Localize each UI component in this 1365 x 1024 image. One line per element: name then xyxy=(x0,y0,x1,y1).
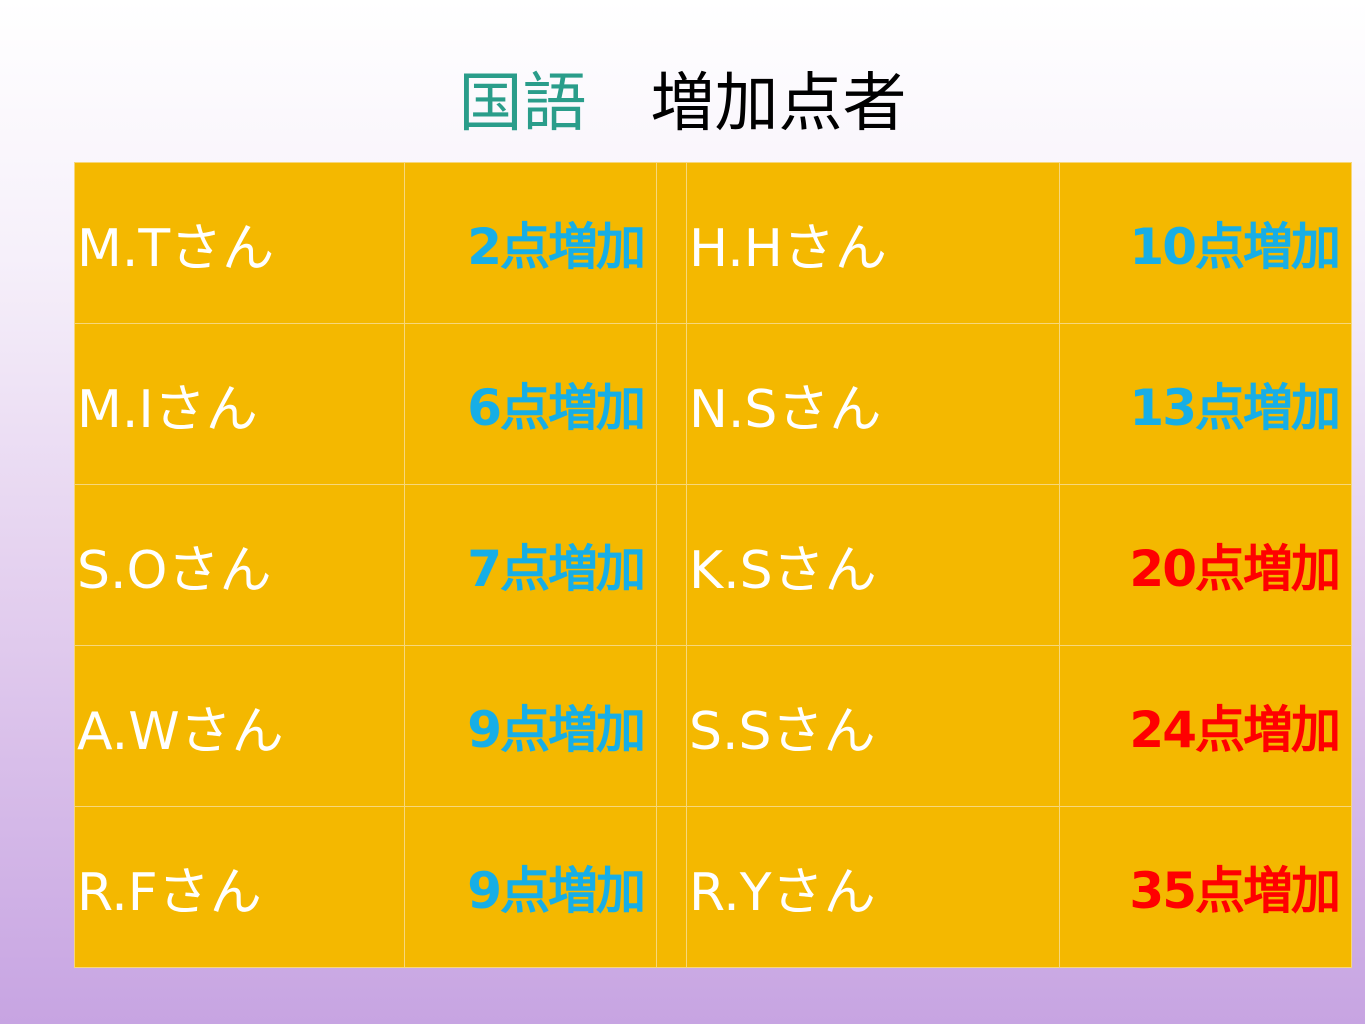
increase-cell: 9点増加 xyxy=(404,645,657,807)
name-cell: S.Oさん xyxy=(74,484,405,646)
increase-cell: 10点増加 xyxy=(1059,162,1352,324)
name-cell: N.Sさん xyxy=(686,323,1060,485)
name-cell: A.Wさん xyxy=(74,645,405,807)
spacer-cell xyxy=(656,645,687,807)
name-cell: M.Iさん xyxy=(74,323,405,485)
increase-cell: 6点増加 xyxy=(404,323,657,485)
increase-cell: 35点増加 xyxy=(1059,806,1352,968)
title-text: 増加点者 xyxy=(650,67,907,141)
spacer-cell xyxy=(656,323,687,485)
subject: 国語 xyxy=(458,67,587,141)
table-row: R.Fさん 9点増加 R.Yさん 35点増加 xyxy=(74,806,1352,968)
table-row: M.Tさん 2点増加 H.Hさん 10点増加 xyxy=(74,162,1352,324)
spacer-cell xyxy=(656,484,687,646)
name-cell: K.Sさん xyxy=(686,484,1060,646)
name-cell: M.Tさん xyxy=(74,162,405,324)
score-table: M.Tさん 2点増加 H.Hさん 10点増加 M.Iさん 6点増加 N.Sさん 13点増加 S.… xyxy=(74,162,1352,968)
name-cell: H.Hさん xyxy=(686,162,1060,324)
spacer-cell xyxy=(656,806,687,968)
table-row: A.Wさん 9点増加 S.Sさん 24点増加 xyxy=(74,645,1352,807)
increase-cell: 9点増加 xyxy=(404,806,657,968)
name-cell: R.Yさん xyxy=(686,806,1060,968)
table-row: S.Oさん 7点増加 K.Sさん 20点増加 xyxy=(74,484,1352,646)
spacer-cell xyxy=(656,162,687,324)
title: 国語 増加点者 xyxy=(0,62,1365,146)
increase-cell: 2点増加 xyxy=(404,162,657,324)
increase-cell: 20点増加 xyxy=(1059,484,1352,646)
increase-cell: 7点増加 xyxy=(404,484,657,646)
name-cell: R.Fさん xyxy=(74,806,405,968)
table-row: M.Iさん 6点増加 N.Sさん 13点増加 xyxy=(74,323,1352,485)
increase-cell: 24点増加 xyxy=(1059,645,1352,807)
name-cell: S.Sさん xyxy=(686,645,1060,807)
increase-cell: 13点増加 xyxy=(1059,323,1352,485)
